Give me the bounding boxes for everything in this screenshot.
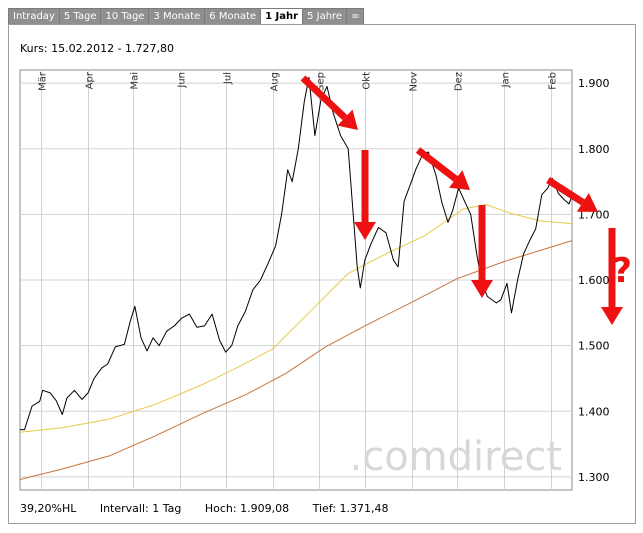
y-tick-label: 1.600 <box>578 274 610 287</box>
red-arrow-head <box>471 280 493 298</box>
chart-frame <box>8 24 636 524</box>
month-label: Dez <box>454 72 465 91</box>
month-label: Mai <box>130 72 141 90</box>
red-arrow <box>546 177 598 212</box>
red-arrow-head <box>354 222 376 240</box>
month-label: Jul <box>223 72 234 85</box>
month-label: Nov <box>409 72 420 92</box>
series-line-price <box>20 76 573 431</box>
y-tick-label: 1.800 <box>578 143 610 156</box>
red-arrow-shaft <box>546 177 585 206</box>
red-arrow <box>300 75 358 130</box>
y-tick-label: 1.300 <box>578 471 610 484</box>
month-label: Jun <box>177 72 188 89</box>
red-arrow <box>415 147 470 190</box>
month-label: Apr <box>85 71 96 89</box>
red-arrow-head <box>576 193 598 212</box>
month-label: Mär <box>38 71 49 91</box>
comdirect-watermark: .comdirect <box>350 434 563 480</box>
question-mark-annotation: ? <box>612 251 632 291</box>
red-arrow-head <box>601 307 623 325</box>
y-tick-label: 1.400 <box>578 405 610 418</box>
kurs-label: Kurs: 15.02.2012 - 1.727,80 <box>20 42 175 55</box>
month-label: Feb <box>548 72 559 90</box>
grid-lines <box>20 70 572 490</box>
statistics-bar: 39,20%HL Intervall: 1 Tag Hoch: 1.909,08… <box>20 502 408 515</box>
month-label: Sep <box>316 72 327 91</box>
series-lines <box>19 76 573 480</box>
month-label: Okt <box>362 72 373 90</box>
month-label: Jan <box>501 72 512 88</box>
month-labels: Mär Apr Mai Jun Jul Aug Sep Okt Nov Dez Jan Feb <box>38 71 559 91</box>
red-arrow <box>601 228 623 325</box>
intervall-value: Intervall: 1 Tag <box>99 502 182 515</box>
red-arrow-shaft <box>415 147 458 182</box>
y-tick-label: 1.900 <box>578 77 610 90</box>
y-tick-label: 1.500 <box>578 340 610 353</box>
red-arrow-head <box>449 170 470 190</box>
hoch-value: Hoch: 1.909,08 <box>204 502 290 515</box>
red-arrow-head <box>337 109 358 130</box>
hl-value: 39,20%HL <box>20 502 77 515</box>
series-line-ma-long <box>19 240 573 480</box>
red-arrow <box>354 150 376 240</box>
tief-value: Tief: 1.371,48 <box>312 502 389 515</box>
red-arrow-shaft <box>300 75 348 121</box>
red-arrow <box>471 205 493 298</box>
month-label: Aug <box>270 72 281 92</box>
red-annotation-arrows <box>300 75 623 325</box>
series-line-ma-short <box>19 204 573 433</box>
